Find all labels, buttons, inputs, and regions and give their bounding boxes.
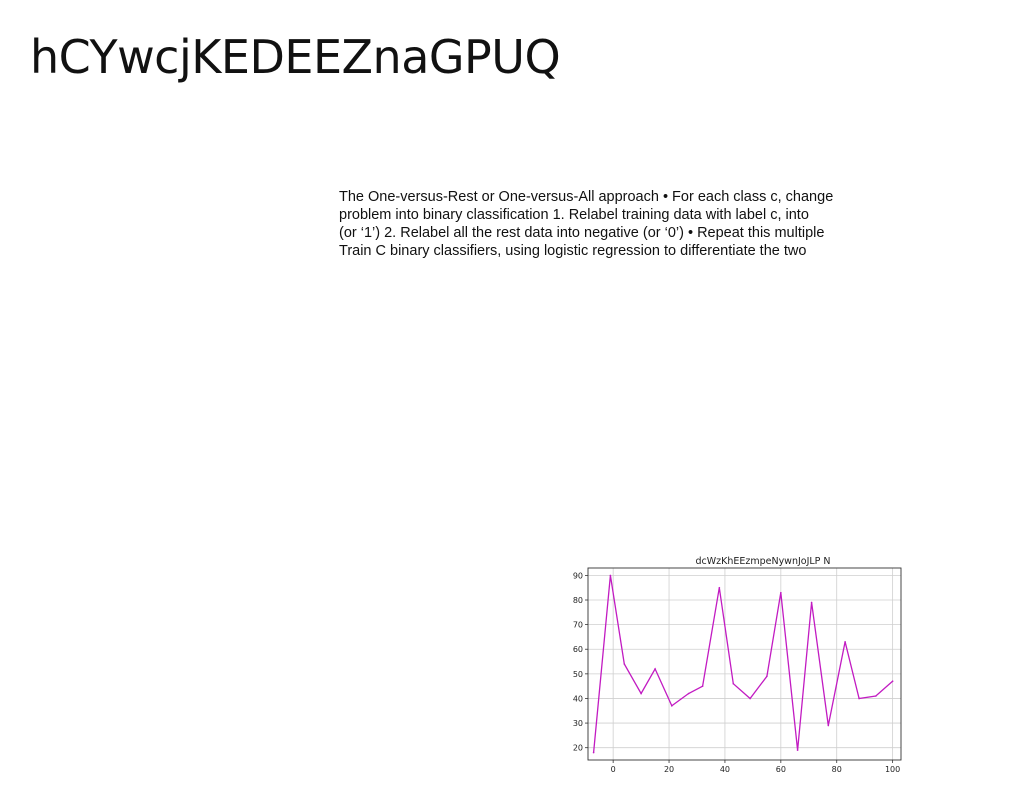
series-line xyxy=(592,575,894,753)
y-tick-label: 30 xyxy=(573,719,583,728)
data-point xyxy=(780,591,782,594)
data-point xyxy=(671,705,673,707)
data-point xyxy=(718,586,721,589)
x-tick-label: 100 xyxy=(885,765,900,772)
y-tick-label: 60 xyxy=(573,645,583,654)
data-point xyxy=(687,692,690,695)
data-point xyxy=(891,680,894,683)
slide-title: hCYwcjKEDEEZnaGPUQ xyxy=(30,30,561,84)
chart-title: dcWzKhEEzmpeNywnJoJLP N xyxy=(695,556,830,567)
line-chart-svg: dcWzKhEEzmpeNywnJoJLP N 20 30 40 50 60 70 80 90… xyxy=(573,556,902,772)
x-tick-label: 80 xyxy=(832,765,842,772)
y-tick-label: 40 xyxy=(573,694,583,703)
line-chart: dcWzKhEEzmpeNywnJoJLP N 20 30 40 50 60 70 80 90… xyxy=(560,552,910,772)
tick-layer: 20 30 40 50 60 70 80 90 0 20 40 60 80 100 xyxy=(573,571,900,772)
data-point xyxy=(875,695,877,697)
data-point xyxy=(858,697,860,700)
body-text-line: (or ‘1’) 2. Relabel all the rest data in… xyxy=(339,225,825,241)
y-tick-label: 20 xyxy=(573,744,583,753)
y-tick-label: 80 xyxy=(573,596,583,605)
data-point xyxy=(654,668,656,670)
y-tick-label: 50 xyxy=(573,670,583,679)
data-point xyxy=(827,724,830,727)
data-point xyxy=(701,685,704,687)
data-point xyxy=(609,574,612,577)
body-text-line: The One-versus-Rest or One-versus-All ap… xyxy=(339,189,834,205)
x-tick-label: 40 xyxy=(720,765,730,772)
x-tick-label: 0 xyxy=(611,765,616,772)
series-layer xyxy=(592,574,894,754)
y-tick-label: 90 xyxy=(573,571,583,580)
data-point xyxy=(844,641,846,643)
grid-layer xyxy=(588,568,901,760)
data-point xyxy=(640,692,642,695)
data-point xyxy=(623,663,626,665)
body-text-line: problem into binary classification 1. Re… xyxy=(339,207,809,223)
x-tick-label: 60 xyxy=(776,765,786,772)
data-point xyxy=(592,751,595,754)
data-point xyxy=(796,749,799,751)
data-point xyxy=(749,697,751,700)
axes-frame xyxy=(587,567,902,761)
data-point xyxy=(810,601,813,604)
body-text: The One-versus-Rest or One-versus-All ap… xyxy=(339,188,884,260)
data-point xyxy=(732,682,735,685)
x-tick-label: 20 xyxy=(664,765,674,772)
data-point xyxy=(766,675,768,678)
body-text-line: Train C binary classifiers, using logist… xyxy=(339,243,807,259)
y-tick-label: 70 xyxy=(573,621,583,630)
